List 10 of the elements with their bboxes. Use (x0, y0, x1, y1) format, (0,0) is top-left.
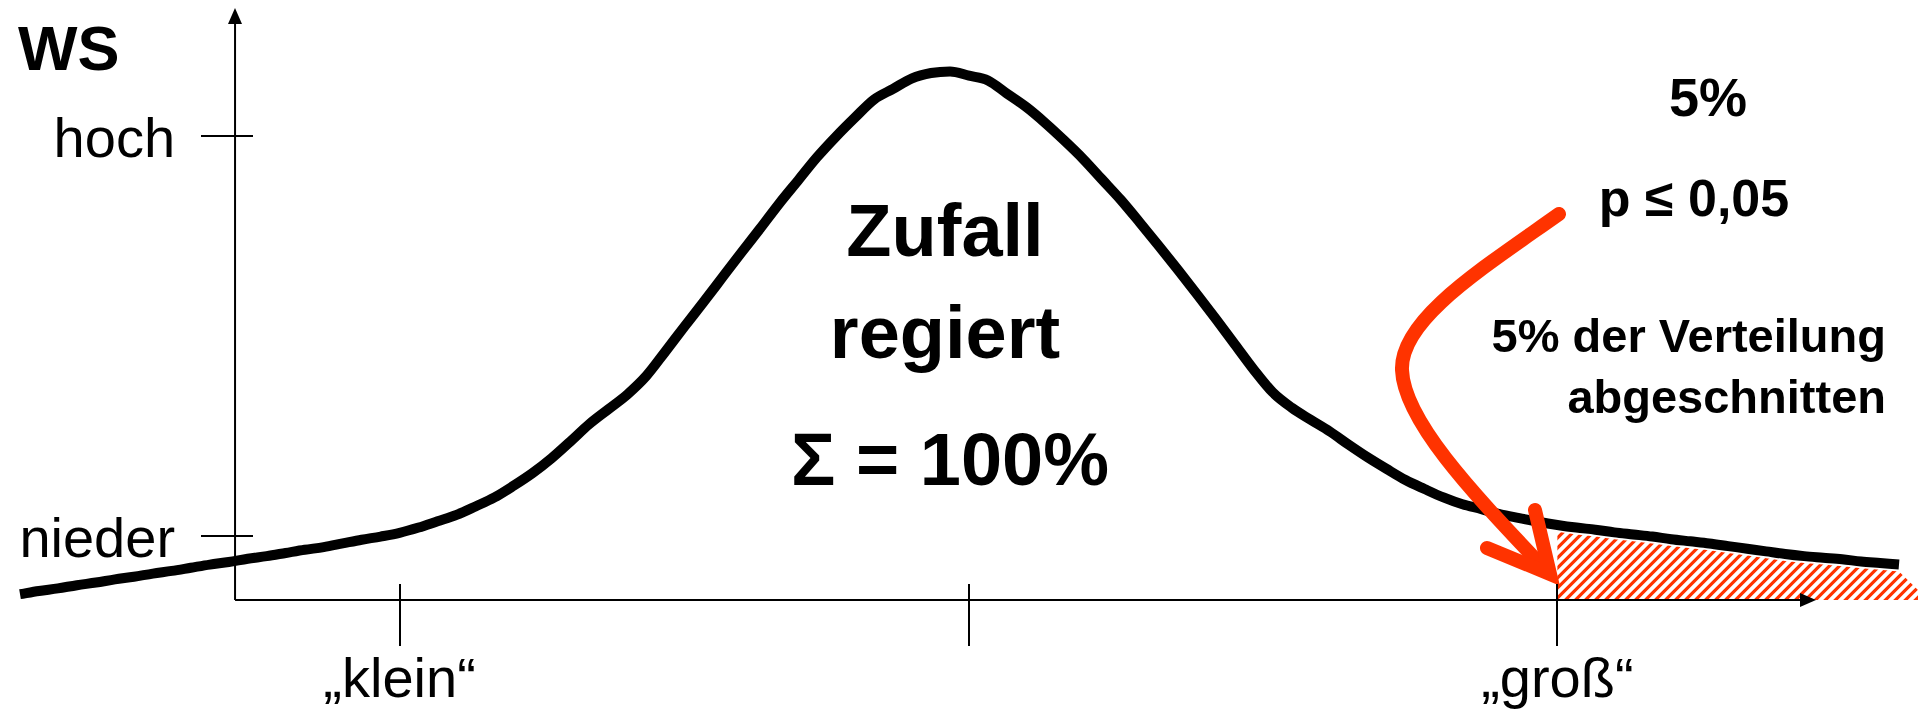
annotation: hoch (53, 105, 176, 170)
annotation: Zufall regiert (829, 188, 1061, 377)
x-tick-label: „groß“ (1481, 646, 1634, 709)
annotation: nieder (19, 505, 176, 570)
annotation: p ≤ 0,05 (1598, 167, 1790, 228)
annotation: 5% der Verteilung abgeschnitten (1490, 308, 1886, 426)
annotation: Σ = 100% (790, 417, 1110, 504)
annotation: 5% (1668, 66, 1748, 129)
x-tick-label: „klein“ (323, 646, 476, 709)
y-axis-title: WS (18, 12, 120, 85)
